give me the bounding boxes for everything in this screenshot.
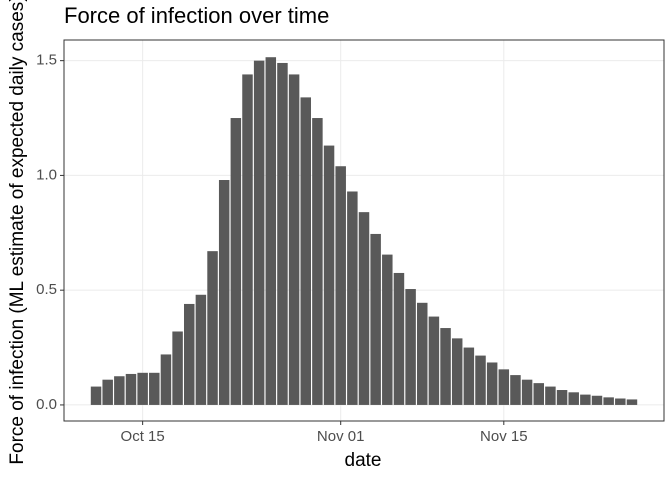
bar <box>440 328 451 405</box>
bar <box>184 303 195 405</box>
bar <box>475 355 486 405</box>
y-tick-label: 1.0 <box>36 166 57 183</box>
bar <box>533 383 544 405</box>
x-axis-label: date <box>345 450 382 471</box>
bar <box>265 57 277 405</box>
x-tick-label: Oct 15 <box>121 428 165 445</box>
bar <box>486 362 498 405</box>
y-tick-label: 0.5 <box>36 281 57 298</box>
bar <box>603 397 614 405</box>
bar <box>626 399 638 405</box>
y-tick-label: 0.0 <box>36 396 57 413</box>
bar <box>160 354 172 405</box>
bar <box>323 145 335 405</box>
bar <box>242 74 253 405</box>
bar <box>253 60 265 405</box>
bar <box>172 331 183 405</box>
bar <box>277 62 288 405</box>
bar <box>218 180 230 405</box>
x-tick-label: Nov 01 <box>317 428 365 445</box>
bar <box>335 166 346 405</box>
bar <box>510 375 521 405</box>
chart-title: Force of infection over time <box>64 3 329 28</box>
bar <box>498 369 510 405</box>
x-tick-label: Nov 15 <box>480 428 528 445</box>
bar <box>230 118 242 405</box>
bar <box>568 392 579 405</box>
bar <box>90 386 102 405</box>
bar <box>521 379 533 405</box>
bar <box>195 294 207 405</box>
bar <box>114 376 125 405</box>
bar <box>207 251 218 405</box>
bar <box>591 395 603 405</box>
bar <box>370 233 381 405</box>
bar <box>580 394 591 405</box>
bar <box>556 390 568 405</box>
bar <box>102 379 113 405</box>
bar <box>149 372 160 405</box>
bar <box>405 289 416 405</box>
bar <box>288 74 300 405</box>
bar <box>428 316 440 405</box>
bar <box>125 373 137 405</box>
y-axis-label: Force of infection (ML estimate of expec… <box>7 0 28 465</box>
bar <box>393 272 405 405</box>
bar <box>615 398 626 405</box>
y-tick-label: 1.5 <box>36 52 57 69</box>
bar <box>358 212 370 405</box>
bar <box>417 302 428 405</box>
plot-border <box>63 39 665 422</box>
bar <box>451 338 463 405</box>
bar <box>137 372 148 405</box>
bar <box>463 347 475 405</box>
bar <box>382 254 393 405</box>
bar <box>300 97 311 405</box>
bar <box>545 386 556 405</box>
bar <box>347 191 358 405</box>
bar <box>312 118 323 405</box>
